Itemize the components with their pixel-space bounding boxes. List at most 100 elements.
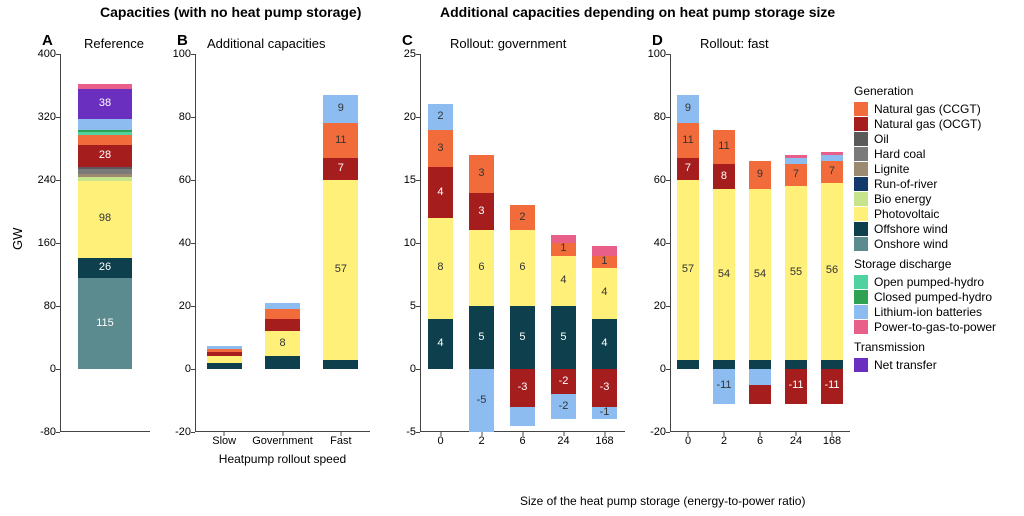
y-tick-mark bbox=[416, 243, 420, 244]
bar-segment-label: 11 bbox=[682, 134, 693, 146]
bar-segment-closed_pumped_hydro bbox=[78, 130, 132, 132]
bar-segment-label: 26 bbox=[99, 261, 111, 273]
stacked-bar: 8 bbox=[265, 54, 300, 432]
x-tick-mark bbox=[481, 432, 482, 436]
bar-segment-bio_energy bbox=[78, 177, 132, 181]
bar-segment-natural_gas_ocgt bbox=[265, 319, 300, 332]
bar-segment-label: 5 bbox=[560, 331, 566, 343]
bar-segment-label: 28 bbox=[99, 149, 111, 161]
legend-label: Natural gas (OCGT) bbox=[874, 117, 981, 131]
bar-segment-offshore_wind bbox=[265, 356, 300, 369]
bar-segment-label: 38 bbox=[99, 97, 111, 109]
legend-label: Power-to-gas-to-power bbox=[874, 320, 996, 334]
bar-segment-label: 8 bbox=[437, 261, 443, 273]
legend-label: Photovoltaic bbox=[874, 207, 939, 221]
bar-segment-lithium_ion bbox=[78, 119, 132, 130]
legend-item: Power-to-gas-to-power bbox=[854, 320, 1014, 334]
legend-swatch bbox=[854, 117, 868, 131]
legend-swatch bbox=[854, 207, 868, 221]
bar-segment-lithium_ion bbox=[749, 369, 771, 385]
legend-item: Bio energy bbox=[854, 192, 1014, 206]
stacked-bar bbox=[207, 54, 242, 432]
bar-segment-label: 1 bbox=[560, 242, 566, 254]
legend-label: Closed pumped-hydro bbox=[874, 290, 992, 304]
y-tick-mark bbox=[56, 243, 60, 244]
y-tick-label: -80 bbox=[16, 426, 56, 438]
y-tick-mark bbox=[666, 369, 670, 370]
panel-subtitle: Reference bbox=[84, 36, 144, 51]
figure: Capacities (with no heat pump storage) A… bbox=[0, 0, 1024, 516]
panel-subtitle: Rollout: government bbox=[450, 36, 566, 51]
y-tick-mark bbox=[56, 117, 60, 118]
bar-segment-label: 54 bbox=[754, 268, 766, 280]
panel-subtitle: Additional capacities bbox=[207, 36, 326, 51]
legend-group-title: Transmission bbox=[854, 340, 1014, 354]
bar-segment-p2g2p bbox=[785, 155, 807, 158]
x-tick-mark bbox=[724, 432, 725, 436]
bar-segment-label: 54 bbox=[718, 268, 730, 280]
panel-letter: A bbox=[42, 32, 53, 49]
y-tick-label: 5 bbox=[376, 300, 416, 312]
bar-segment-label: -2 bbox=[559, 400, 569, 412]
y-tick-mark bbox=[56, 432, 60, 433]
stacked-bar: 549 bbox=[749, 54, 771, 432]
y-tick-mark bbox=[191, 180, 195, 181]
x-tick-mark bbox=[832, 432, 833, 436]
y-tick-mark bbox=[666, 180, 670, 181]
bar-segment-label: 4 bbox=[601, 286, 607, 298]
legend-label: Lignite bbox=[874, 162, 909, 176]
y-tick-label: 80 bbox=[626, 111, 666, 123]
legend-item: Natural gas (CCGT) bbox=[854, 102, 1014, 116]
bar-segment-p2g2p bbox=[551, 235, 576, 243]
bar-segment-p2g2p bbox=[592, 246, 617, 256]
x-tick-mark bbox=[760, 432, 761, 436]
x-tick-mark bbox=[522, 432, 523, 436]
plot-area: -20020406080100Slow8Government577119Fast… bbox=[195, 54, 370, 432]
panel-a: AReference-8008016024032040011526982838 bbox=[60, 32, 150, 472]
bar-segment-label: 1 bbox=[601, 255, 607, 267]
y-tick-label: 60 bbox=[626, 174, 666, 186]
bar-segment-label: 8 bbox=[721, 170, 727, 182]
y-tick-mark bbox=[56, 180, 60, 181]
legend: GenerationNatural gas (CCGT)Natural gas … bbox=[854, 78, 1014, 373]
y-tick-label: 80 bbox=[151, 111, 191, 123]
bar-segment-offshore_wind bbox=[207, 363, 242, 369]
y-tick-label: 320 bbox=[16, 111, 56, 123]
y-tick-label: 15 bbox=[376, 174, 416, 186]
y-tick-mark bbox=[416, 369, 420, 370]
y-tick-label: 20 bbox=[626, 300, 666, 312]
bar-segment-label: 6 bbox=[519, 261, 525, 273]
bar-segment-label: -11 bbox=[824, 379, 839, 391]
legend-group-title: Storage discharge bbox=[854, 257, 1014, 271]
bar-segment-label: 57 bbox=[682, 263, 694, 275]
x-tick-mark bbox=[224, 432, 225, 436]
y-axis bbox=[420, 54, 421, 432]
bar-segment-p2g2p bbox=[821, 152, 843, 155]
legend-swatch bbox=[854, 162, 868, 176]
shared-x-label: Size of the heat pump storage (energy-to… bbox=[520, 494, 805, 508]
y-tick-mark bbox=[416, 432, 420, 433]
legend-item: Net transfer bbox=[854, 358, 1014, 372]
y-tick-mark bbox=[191, 54, 195, 55]
legend-item: Lithium-ion batteries bbox=[854, 305, 1014, 319]
bar-segment-label: 4 bbox=[560, 274, 566, 286]
bar-segment-label: 55 bbox=[790, 266, 802, 278]
y-tick-label: 100 bbox=[626, 48, 666, 60]
y-tick-mark bbox=[666, 432, 670, 433]
y-tick-label: -20 bbox=[151, 426, 191, 438]
bar-segment-label: 11 bbox=[335, 134, 346, 146]
bar-segment-label: 9 bbox=[685, 102, 691, 114]
y-tick-mark bbox=[666, 243, 670, 244]
bar-segment-offshore_wind bbox=[677, 360, 699, 369]
bar-segment-label: 7 bbox=[338, 162, 344, 174]
bar-segment-natural_gas_ocgt bbox=[749, 385, 771, 404]
legend-swatch bbox=[854, 290, 868, 304]
y-tick-mark bbox=[416, 117, 420, 118]
panel-letter: C bbox=[402, 32, 413, 49]
legend-item: Run-of-river bbox=[854, 177, 1014, 191]
stacked-bar: 567-11 bbox=[821, 54, 843, 432]
panel-b: BAdditional capacities-20020406080100Slo… bbox=[195, 32, 370, 472]
bar-segment-label: 2 bbox=[519, 211, 525, 223]
bar-segment-offshore_wind bbox=[821, 360, 843, 369]
bar-segment-label: -5 bbox=[477, 394, 487, 406]
